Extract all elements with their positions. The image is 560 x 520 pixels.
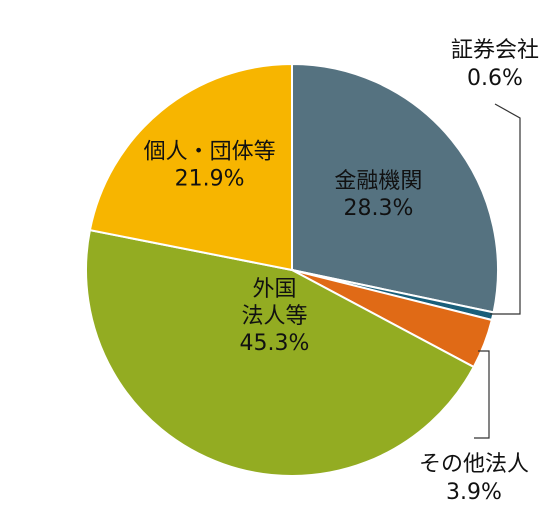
slice-value-4: 21.9%: [175, 167, 245, 192]
slice-value-3: 45.3%: [240, 331, 310, 356]
slice-value-2: 3.9%: [446, 480, 502, 505]
leader-line-2: [474, 350, 490, 439]
slice-name-3: 外国: [252, 277, 296, 302]
leader-line-1: [490, 103, 521, 315]
pie-slice-3: [85, 228, 476, 477]
pie-slice-4: [88, 62, 293, 272]
pie-slice-0: [291, 62, 499, 314]
slice-name-4: 個人・団体等: [144, 140, 276, 165]
slice-label-2: その他法人 3.9%: [419, 452, 529, 505]
slice-name-3: 法人等: [241, 304, 307, 329]
slice-value-0: 28.3%: [343, 196, 413, 221]
slice-name-1: 証券会社: [451, 38, 539, 63]
slice-name-2: その他法人: [419, 452, 529, 477]
slice-name-0: 金融機関: [334, 169, 422, 194]
slice-label-1: 証券会社 0.6%: [451, 38, 539, 91]
slice-value-1: 0.6%: [467, 66, 523, 91]
